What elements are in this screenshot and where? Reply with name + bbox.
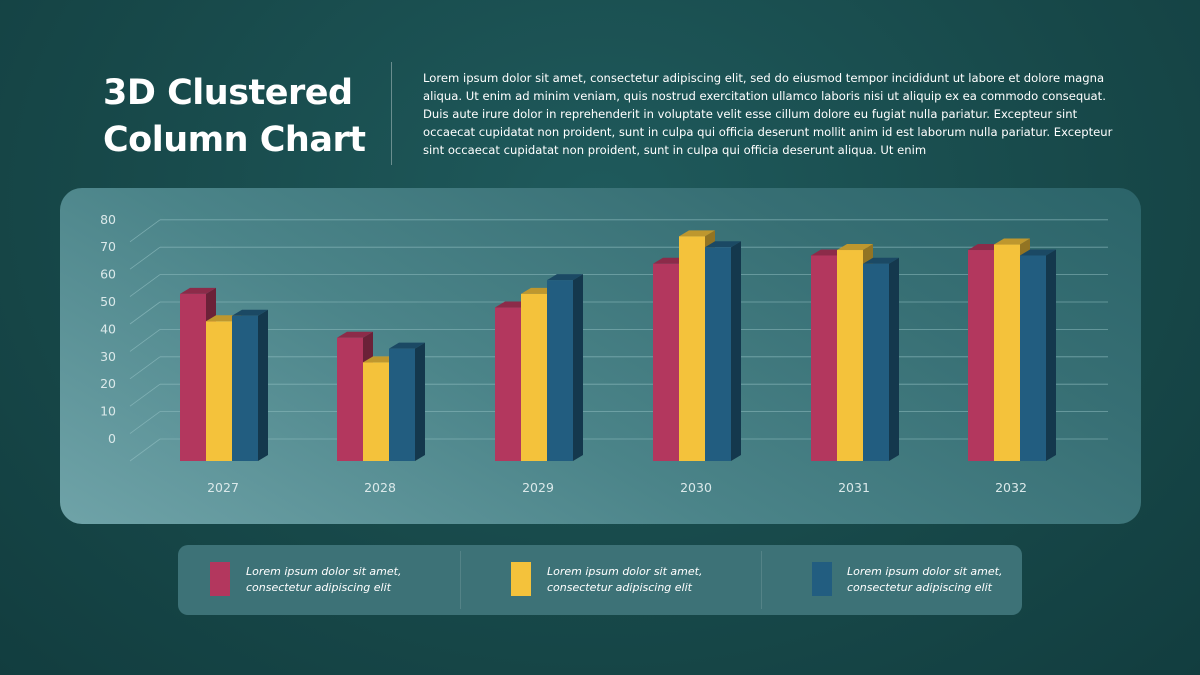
bar-top [679,230,715,237]
y-tick-label: 70 [100,239,116,254]
legend-item-1: Lorem ipsum dolor sit amet, consectetur … [178,545,458,615]
bar-2032-series-2 [994,244,1020,461]
legend-separator [761,551,762,609]
bar-2028-series-2 [363,362,389,461]
bar-top [337,331,373,338]
legend-text-3-line-2: consectetur adipiscing elit [847,581,992,594]
gridline-diagonal [129,301,161,325]
bar-side [1046,249,1056,461]
gridline-diagonal [129,383,161,407]
x-tick-label: 2031 [838,480,870,495]
bar-top [389,342,425,349]
bar-side [573,274,583,461]
legend-item-3: Lorem ipsum dolor sit amet, consectetur … [760,545,1040,615]
legend-panel: Lorem ipsum dolor sit amet, consectetur … [178,545,1022,615]
y-tick-label: 80 [100,212,116,227]
bar-side [415,342,425,461]
bar-2031-series-1 [811,255,837,461]
title-divider [391,62,392,165]
bar-2031-series-2 [837,250,863,461]
x-tick-label: 2032 [995,480,1027,495]
y-tick-label: 40 [100,321,116,336]
title-line-1: 3D Clustered [103,73,353,113]
bar-side [731,241,741,461]
bar-top [180,287,216,294]
y-tick-label: 20 [100,376,116,391]
bar-2027-series-1 [180,293,206,461]
bar-2029-series-2 [521,293,547,461]
bar-2028-series-3 [389,348,415,461]
x-tick-label: 2027 [207,480,239,495]
bar-2029-series-1 [495,307,521,461]
slide-description: Lorem ipsum dolor sit amet, consectetur … [423,71,1113,157]
bar-top [1020,249,1056,256]
y-tick-label: 60 [100,267,116,282]
x-tick-label: 2028 [364,480,396,495]
gridline-diagonal [129,356,161,380]
bar-2030-series-2 [679,236,705,461]
bar-top [837,244,873,251]
bar-2031-series-3 [863,263,889,461]
legend-text-3-line-1: Lorem ipsum dolor sit amet, [847,565,1003,578]
legend-text-2: Lorem ipsum dolor sit amet, consectetur … [547,564,777,596]
bar-2028-series-1 [337,337,363,461]
gridline-diagonal [129,438,161,462]
bar-top [863,257,899,264]
gridline-diagonal [129,274,161,297]
y-tick-label: 10 [100,404,116,419]
bar-top [232,309,268,316]
y-tick-label: 30 [100,349,116,364]
bar-2032-series-3 [1020,255,1046,461]
bar-side [889,257,899,461]
slide-title: 3D Clustered Column Chart [103,70,393,164]
gridline-diagonal [129,411,161,434]
bar-top [994,238,1030,245]
bar-top [547,274,583,281]
legend-swatch-3 [812,562,832,596]
x-tick-label: 2029 [522,480,554,495]
bar-2030-series-3 [705,247,731,461]
bar-2027-series-3 [232,315,258,461]
bar-2032-series-1 [968,250,994,461]
title-line-2: Column Chart [103,120,366,160]
gridline-diagonal [129,329,161,352]
legend-text-1: Lorem ipsum dolor sit amet, consectetur … [246,564,476,596]
legend-text-2-line-1: Lorem ipsum dolor sit amet, [547,565,703,578]
gridline-diagonal [129,219,161,243]
bar-2027-series-2 [206,321,232,461]
x-tick-label: 2030 [680,480,712,495]
gridline-diagonal [129,246,161,270]
bar-top [705,241,741,248]
legend-item-2: Lorem ipsum dolor sit amet, consectetur … [459,545,739,615]
legend-separator [460,551,461,609]
bar-2030-series-1 [653,263,679,461]
legend-text-3: Lorem ipsum dolor sit amet, consectetur … [847,564,1077,596]
legend-text-1-line-2: consectetur adipiscing elit [246,581,391,594]
chart-panel: 0 10 20 30 40 50 60 70 80 2027 2028 2029 2030 2031 203… [60,188,1141,524]
legend-swatch-2 [511,562,531,596]
legend-swatch-1 [210,562,230,596]
y-tick-label: 50 [100,294,116,309]
legend-text-2-line-2: consectetur adipiscing elit [547,581,692,594]
legend-text-1-line-1: Lorem ipsum dolor sit amet, [246,565,402,578]
y-tick-label: 0 [108,431,116,446]
bar-side [258,309,268,461]
bar-2029-series-3 [547,280,573,461]
